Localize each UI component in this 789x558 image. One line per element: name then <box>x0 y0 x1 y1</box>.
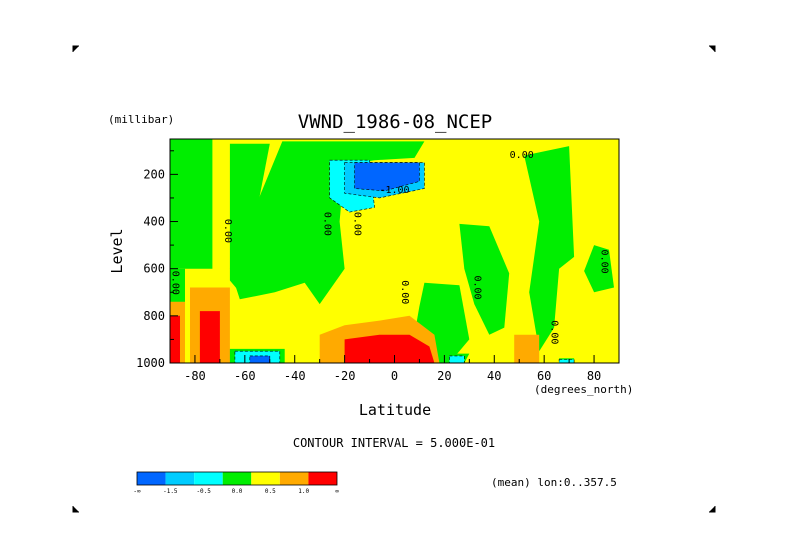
colorbar-swatch-5 <box>279 472 309 485</box>
colorbar-swatch-1 <box>165 472 195 485</box>
corner-marks <box>72 45 716 513</box>
y-tick-label-0: 200 <box>143 167 165 181</box>
contour-label-4: -1.00 <box>379 185 409 196</box>
y-axis-title: Level <box>108 228 126 273</box>
plot-area: 0.00 0.00 0.00 0.00 -1.00 0.00 0.00 0.00 0.00 0.0… <box>136 138 620 383</box>
colorbar-label-4: 0.5 <box>265 488 276 495</box>
colorbar-label-3: 0.0 <box>232 488 243 495</box>
contour-fill-region-6 <box>524 146 575 352</box>
contour-label-0: 0.00 <box>169 271 180 295</box>
x-tick-label-6: 40 <box>487 369 501 383</box>
contour-fill-region-13 <box>449 355 465 363</box>
contour-fill-region-24 <box>344 334 435 363</box>
contour-fill-region-5 <box>459 223 510 335</box>
colorbar-swatch-4 <box>251 472 280 485</box>
contour-fill-region-7 <box>584 245 614 293</box>
colorbar-swatch-0 <box>137 472 166 485</box>
contour-label-7: 0.00 <box>510 150 534 161</box>
x-tick-label-7: 60 <box>537 369 551 383</box>
y-units-label: (millibar) <box>108 113 174 126</box>
colorbar-frame <box>136 471 338 486</box>
contour-fill-region-21 <box>514 334 540 363</box>
contour-fill-region-22 <box>170 315 180 363</box>
subset-note: (mean) lon:0..357.5 <box>491 476 617 489</box>
contour-label-2: 0.00 <box>322 212 333 236</box>
x-axis-title: Latitude <box>359 401 431 419</box>
contour-fill-region-14 <box>558 359 575 363</box>
colorbar-label-5: 1.0 <box>298 488 309 495</box>
contour-fill-region-17 <box>249 355 271 363</box>
contour-label-9: 0.00 <box>599 250 610 274</box>
contour-label-5: 0.00 <box>399 280 410 304</box>
y-tick-label-3: 800 <box>143 309 165 323</box>
colorbar-swatch-3 <box>222 472 252 485</box>
x-axis: -80 -60 -40 -20 0 20 40 60 80 <box>169 355 620 383</box>
x-tick-label-1: -60 <box>234 369 256 383</box>
x-units-label: (degrees_north) <box>534 383 633 396</box>
x-tick-label-2: -40 <box>284 369 306 383</box>
colorbar-swatch-2 <box>194 472 223 485</box>
contour-interval-text: CONTOUR INTERVAL = 5.000E-01 <box>293 436 495 450</box>
colorbar-label-1: -1.5 <box>163 488 178 495</box>
x-tick-label-0: -80 <box>184 369 206 383</box>
x-tick-label-3: -20 <box>334 369 356 383</box>
contour-fill-region-2 <box>229 141 425 305</box>
x-tick-label-8: 80 <box>587 369 601 383</box>
y-tick-label-2: 600 <box>143 262 165 276</box>
colorbar-label-2: -0.5 <box>196 488 211 495</box>
colorbar-label-0: -∞ <box>133 488 141 495</box>
contour-label-3: 0.00 <box>352 212 363 236</box>
contour-fill-region-16 <box>354 162 420 192</box>
contour-label-8: 0.00 <box>549 320 560 344</box>
contour-fill-region-0 <box>170 139 213 269</box>
y-axis: 200 400 600 800 1000 <box>136 150 178 370</box>
chart-title: VWND_1986-08_NCEP <box>298 111 492 133</box>
x-tick-label-5: 20 <box>437 369 451 383</box>
y-tick-label-4: 1000 <box>136 356 165 370</box>
colorbar: -∞ -1.5 -0.5 0.0 0.5 1.0 ∞ <box>133 471 339 495</box>
colorbar-label-6: ∞ <box>335 488 339 495</box>
y-tick-label-1: 400 <box>143 215 165 229</box>
x-tick-label-4: 0 <box>391 369 398 383</box>
contour-label-6: 0.00 <box>471 276 482 300</box>
contour-fill-region-23 <box>199 311 220 363</box>
colorbar-swatch-6 <box>308 472 337 485</box>
contour-label-1: 0.00 <box>222 219 233 243</box>
